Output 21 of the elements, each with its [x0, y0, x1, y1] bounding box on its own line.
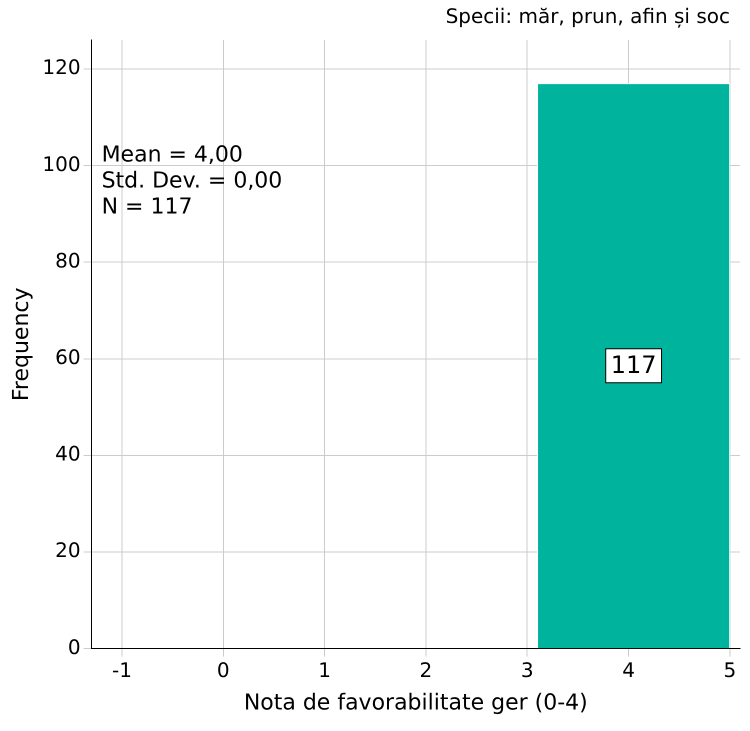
y-tick-label: 60: [55, 344, 81, 369]
x-tick-label: 0: [216, 658, 230, 682]
x-axis-title: Nota de favorabilitate ger (0-4): [244, 690, 588, 716]
x-tick-label: 4: [622, 658, 635, 682]
y-tick-label: 0: [68, 634, 81, 659]
y-tick-label: 80: [55, 248, 81, 272]
x-tick-label: -1: [112, 658, 132, 682]
y-tick-label: 100: [42, 152, 81, 176]
y-tick-label: 120: [42, 55, 81, 80]
data-label: 117: [610, 351, 657, 380]
x-tick-label: 1: [318, 658, 331, 682]
chart-title: Specii: măr, prun, afin și soc: [446, 4, 730, 28]
y-tick-label: 20: [55, 538, 81, 562]
x-tick-label: 2: [420, 658, 432, 682]
annotation: Mean = 4,00: [102, 142, 243, 168]
y-tick-label: 40: [55, 442, 81, 466]
x-tick-label: 5: [724, 658, 736, 682]
y-axis-title: Frequency: [8, 287, 34, 402]
annotation: N = 117: [102, 194, 192, 220]
annotation: Std. Dev. = 0,00: [102, 168, 282, 194]
x-tick-label: 3: [520, 658, 534, 682]
